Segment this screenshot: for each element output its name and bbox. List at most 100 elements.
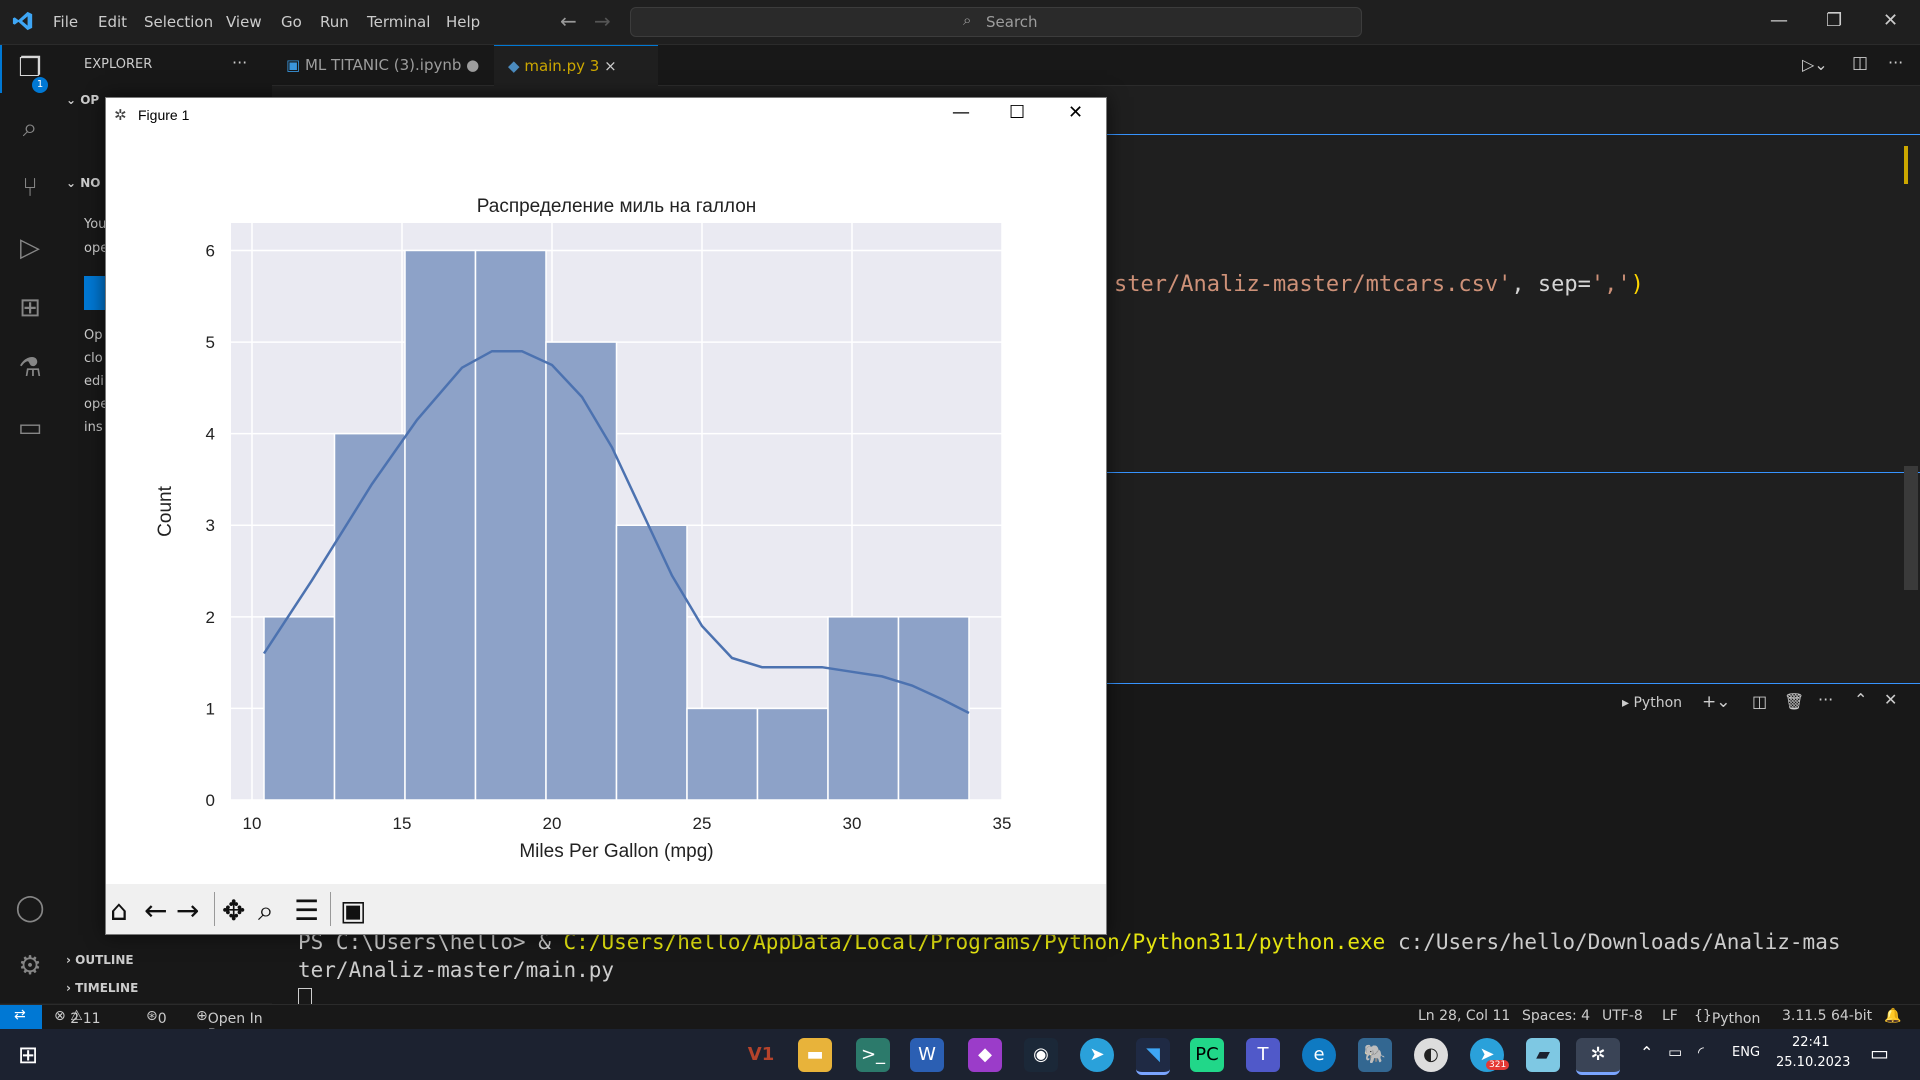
maximize-panel-icon[interactable]: ⌃	[1854, 690, 1868, 709]
save-figure-icon[interactable]: ▣	[340, 894, 367, 927]
back-icon[interactable]: ←	[144, 894, 168, 927]
line-ending[interactable]: LF	[1662, 1008, 1678, 1024]
menu-edit[interactable]: Edit	[98, 13, 128, 31]
back-arrow-icon[interactable]: ←	[560, 9, 577, 33]
tab-ml-titanic[interactable]: ▣ ML TITANIC (3).ipynb ●	[272, 45, 505, 85]
account-icon[interactable]: ◯	[15, 893, 45, 923]
x-tick-label: 10	[243, 814, 262, 833]
steam-icon[interactable]: ◉	[1024, 1038, 1058, 1072]
outline-section[interactable]: › OUTLINE	[66, 953, 134, 967]
figure-minimize-icon[interactable]: —	[952, 102, 970, 123]
remote-explorer-icon[interactable]: ▭	[17, 413, 43, 443]
open-editors-section[interactable]: ⌄ OP	[66, 93, 100, 107]
wifi-icon[interactable]: ◜	[1698, 1043, 1704, 1061]
x-axis-label: Miles Per Gallon (mpg)	[519, 841, 713, 862]
trash-icon[interactable]: 🗑	[1784, 692, 1805, 711]
edge-icon[interactable]: e	[1302, 1038, 1336, 1072]
indentation[interactable]: Spaces: 4	[1522, 1008, 1591, 1024]
language-mode[interactable]: {} Python	[1694, 1008, 1761, 1027]
close-icon[interactable]: ✕	[1883, 10, 1899, 31]
menu-go[interactable]: Go	[281, 13, 302, 31]
notification-center-icon[interactable]: ▭	[1870, 1041, 1889, 1065]
vscode-taskbar-icon[interactable]: ◥	[1136, 1038, 1170, 1075]
matplotlib-logo-icon: ✲	[114, 106, 127, 124]
language-indicator[interactable]: ENG	[1732, 1045, 1761, 1060]
notifications-bell-icon[interactable]: 🔔	[1884, 1008, 1902, 1024]
restore-icon[interactable]: ❐	[1826, 10, 1843, 31]
histogram-bar	[263, 616, 336, 801]
terminal-app-icon[interactable]: >_	[856, 1038, 890, 1072]
figure-close-icon[interactable]: ✕	[1068, 102, 1084, 123]
clock-time[interactable]: 22:41	[1792, 1035, 1830, 1050]
tray-chevron-icon[interactable]: ⌃	[1640, 1043, 1654, 1062]
minimize-icon[interactable]: —	[1770, 10, 1788, 31]
ports-indicator[interactable]: ⊛ 0	[146, 1008, 167, 1027]
menu-terminal[interactable]: Terminal	[367, 13, 431, 31]
app-glass-icon[interactable]: ▰	[1526, 1038, 1560, 1072]
explorer-badge: 1	[32, 77, 48, 93]
source-control-icon[interactable]: ⑂	[22, 173, 38, 203]
extensions-icon[interactable]: ⊞	[19, 293, 41, 323]
modified-dot[interactable]: ●	[466, 56, 480, 74]
explorer-icon[interactable]: ❐	[18, 53, 42, 83]
file-explorer-icon[interactable]: ▬	[798, 1038, 832, 1072]
code-string: ster/Analiz-master/mtcars.csv'	[1114, 272, 1512, 297]
sidebar-text-5: edi	[84, 374, 104, 389]
remote-indicator[interactable]: ⇄	[0, 1005, 42, 1029]
pan-icon[interactable]: ✥	[222, 894, 246, 927]
histogram-bar	[333, 432, 406, 801]
app-v1-icon[interactable]: V1	[747, 1044, 775, 1065]
forward-icon[interactable]: →	[176, 894, 200, 927]
windows-start-icon[interactable]: ⊞	[18, 1041, 39, 1069]
search-input[interactable]: ⌕ Search	[630, 7, 1362, 37]
terminal-shell[interactable]: ▸ Python	[1622, 695, 1683, 711]
scrollbar[interactable]	[1904, 466, 1918, 590]
more-actions-icon[interactable]: ···	[1888, 53, 1904, 72]
sidebar-text-4: clo	[84, 351, 103, 366]
errors-warnings[interactable]: ⊗ 2 ⚠ 11	[54, 1008, 101, 1027]
new-terminal-icon[interactable]: +⌄	[1702, 692, 1731, 712]
no-folder-section[interactable]: ⌄ NO	[66, 176, 101, 190]
testing-icon[interactable]: ⚗	[18, 353, 42, 383]
title-bar: File Edit Selection View Go Run Terminal…	[0, 0, 1920, 45]
tab-close-icon[interactable]: ×	[604, 57, 617, 75]
more-actions-icon[interactable]: ···	[1818, 690, 1834, 709]
open-in-browser[interactable]: ⊕ Open In Browser	[196, 1008, 264, 1043]
interpreter-version[interactable]: 3.11.5 64-bit	[1782, 1008, 1873, 1024]
close-panel-icon[interactable]: ✕	[1884, 690, 1898, 709]
settings-gear-icon[interactable]: ⚙	[18, 951, 42, 981]
run-debug-icon[interactable]: ▷	[20, 233, 40, 263]
x-tick-label: 15	[393, 814, 412, 833]
run-file-icon[interactable]: ▷⌄	[1802, 55, 1828, 74]
notebook-icon: ▣	[286, 56, 301, 74]
split-terminal-icon[interactable]: ◫	[1752, 692, 1768, 711]
word-icon[interactable]: W	[910, 1038, 944, 1072]
home-icon[interactable]: ⌂	[110, 894, 128, 927]
more-actions-icon[interactable]: ···	[232, 53, 248, 72]
telegram-icon[interactable]: ➤	[1080, 1038, 1114, 1072]
split-editor-icon[interactable]: ◫	[1852, 53, 1869, 73]
postgresql-icon[interactable]: 🐘	[1358, 1038, 1392, 1072]
teams-icon[interactable]: T	[1246, 1038, 1280, 1072]
cursor-position[interactable]: Ln 28, Col 11	[1418, 1008, 1511, 1024]
encoding[interactable]: UTF-8	[1602, 1008, 1643, 1024]
zoom-icon[interactable]: ⌕	[258, 894, 274, 927]
visual-studio-icon[interactable]: ◆	[968, 1038, 1002, 1072]
menu-help[interactable]: Help	[446, 13, 481, 31]
menu-selection[interactable]: Selection	[144, 13, 214, 31]
app-bird-icon[interactable]: ◐	[1414, 1038, 1448, 1072]
y-tick-label: 2	[206, 608, 215, 627]
configure-subplots-icon[interactable]: ☰	[294, 894, 320, 927]
menu-file[interactable]: File	[53, 13, 79, 31]
tab-main-py[interactable]: ◆ main.py 3 ×	[494, 45, 658, 86]
timeline-section[interactable]: › TIMELINE	[66, 981, 139, 995]
battery-icon[interactable]: ▭	[1668, 1043, 1683, 1061]
clock-date[interactable]: 25.10.2023	[1776, 1055, 1851, 1070]
forward-arrow-icon[interactable]: →	[594, 9, 611, 33]
figure-maximize-icon[interactable]: ☐	[1009, 102, 1026, 123]
search-icon[interactable]: ⌕	[22, 113, 38, 143]
pycharm-icon[interactable]: PC	[1190, 1038, 1224, 1072]
matplotlib-taskbar-icon[interactable]: ✲	[1576, 1038, 1620, 1075]
menu-view[interactable]: View	[226, 13, 262, 31]
menu-run[interactable]: Run	[320, 13, 349, 31]
